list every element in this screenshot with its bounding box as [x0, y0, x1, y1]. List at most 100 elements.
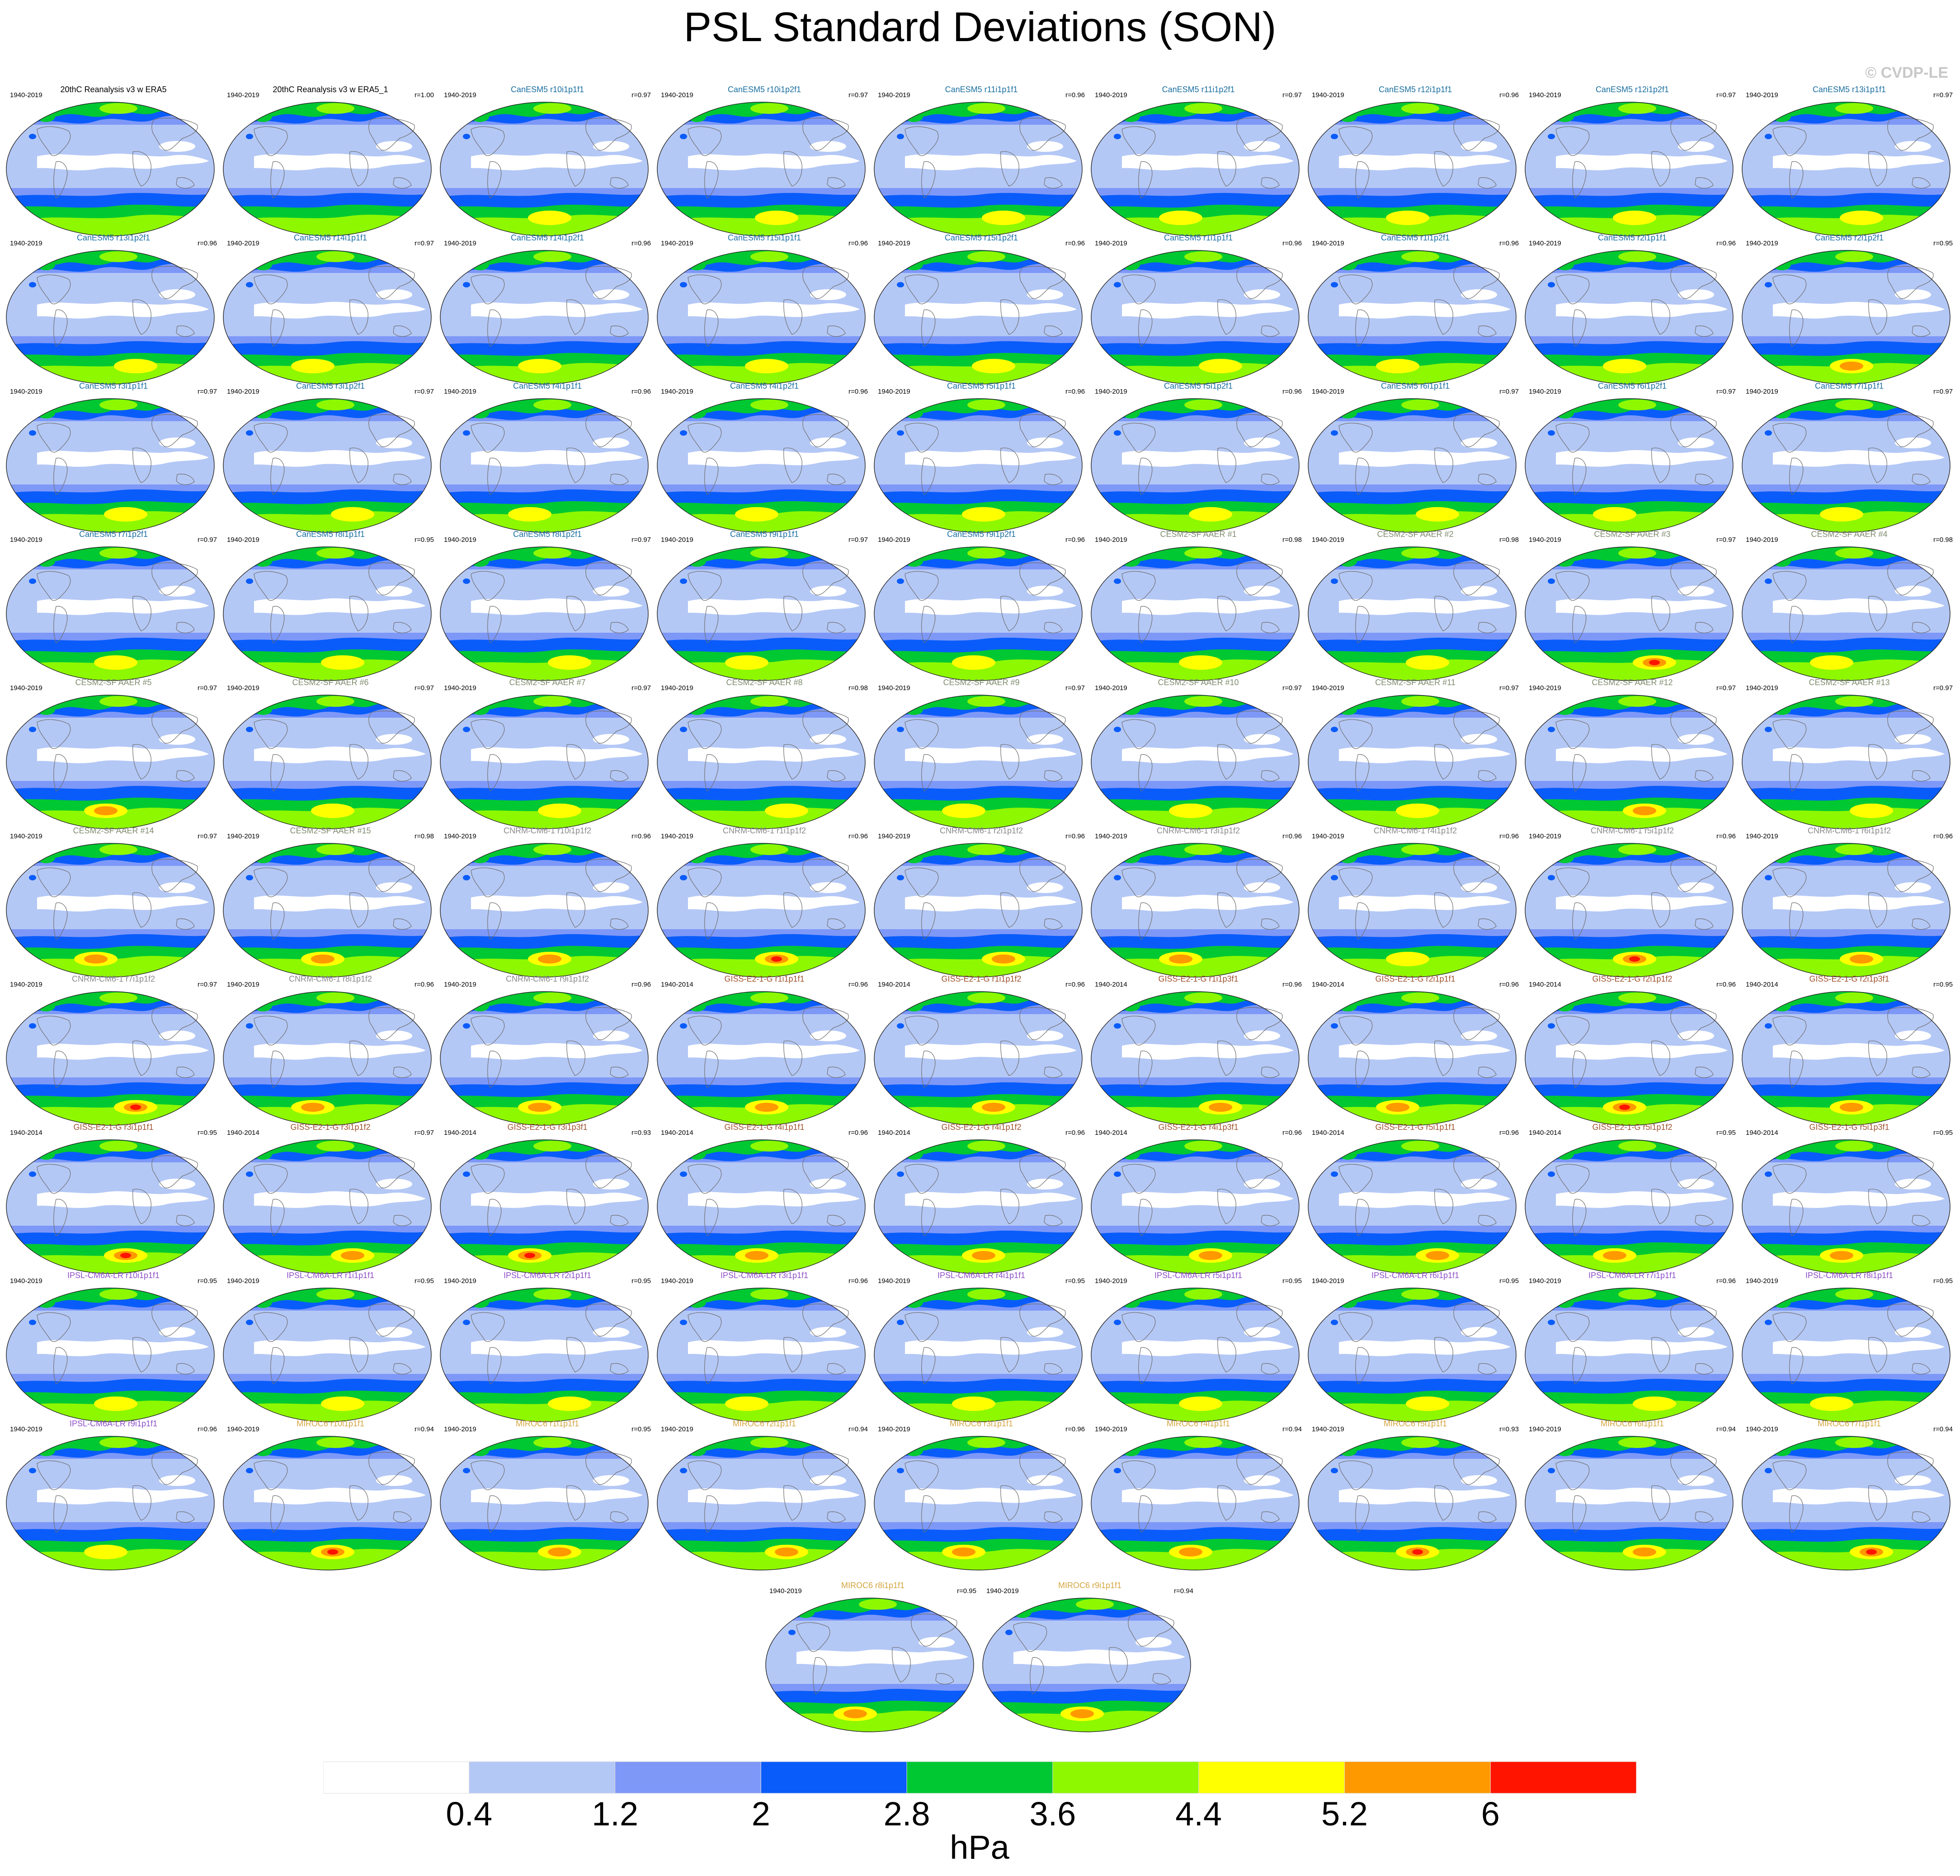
panel-pattern-correlation: r=1.00 — [415, 91, 434, 99]
map-plot — [1091, 695, 1300, 829]
map-panel: CanESM5 r12i1p1f1 1940-2019 r=0.96 — [1307, 85, 1523, 244]
map-plot — [6, 1288, 215, 1422]
panel-years: 1940-2019 — [1312, 536, 1344, 544]
colorbar-box — [906, 1761, 1053, 1794]
colorbar-box — [760, 1761, 907, 1794]
map-border — [6, 546, 215, 681]
coastlines — [688, 1452, 849, 1533]
coastlines — [471, 118, 632, 198]
panel-years: 1940-2019 — [1746, 240, 1778, 247]
map-border — [874, 1288, 1083, 1422]
coastlines — [905, 1303, 1066, 1384]
panel-title: CESM2-SF AAER #5 — [75, 678, 152, 687]
panel-pattern-correlation: r=0.97 — [631, 684, 651, 692]
map-panel: CESM2-SF AAER #11 1940-2019 r=0.97 — [1307, 678, 1523, 837]
map-border — [6, 991, 215, 1126]
map-border — [1525, 250, 1734, 385]
map-border — [1308, 250, 1517, 385]
colorbar-box — [1490, 1761, 1636, 1794]
map-panel: CNRM-CM6-1 r5i1p1f2 1940-2019 r=0.96 — [1524, 826, 1740, 985]
panel-title: CNRM-CM6-1 r8i1p1f2 — [288, 974, 372, 983]
map-plot — [1525, 546, 1734, 681]
colorbar-units: hPa — [950, 1829, 1009, 1866]
map-panel: CESM2-SF AAER #14 1940-2019 r=0.97 — [5, 826, 221, 985]
map-plot — [657, 843, 866, 978]
map-border — [1091, 250, 1300, 385]
map-border — [440, 102, 649, 236]
map-plot — [223, 695, 432, 829]
map-panel: GISS-E2-1-G r5i1p3f1 1940-2014 r=0.95 — [1741, 1123, 1957, 1282]
map-plot — [6, 250, 215, 385]
panel-years: 1940-2019 — [10, 1277, 42, 1285]
panel-years: 1940-2019 — [10, 388, 42, 395]
map-border — [440, 546, 649, 681]
panel-pattern-correlation: r=0.95 — [198, 1129, 217, 1137]
coastlines — [1121, 266, 1283, 347]
map-plot — [874, 546, 1083, 681]
map-border — [223, 1436, 432, 1570]
map-border — [874, 250, 1083, 385]
map-border — [874, 1139, 1083, 1274]
coastlines — [1555, 266, 1717, 347]
panel-pattern-correlation: r=0.96 — [1282, 388, 1302, 395]
panel-title: CanESM5 r2i1p1f1 — [1597, 233, 1667, 242]
map-border — [1308, 398, 1517, 533]
map-panel: GISS-E2-1-G r5i1p1f2 1940-2014 r=0.95 — [1524, 1123, 1740, 1282]
coastlines — [254, 710, 415, 791]
map-plot — [657, 546, 866, 681]
coastlines — [688, 1303, 849, 1384]
panel-pattern-correlation: r=0.95 — [1065, 1277, 1085, 1285]
map-panel: CanESM5 r12i1p2f1 1940-2019 r=0.97 — [1524, 85, 1740, 244]
panel-title: IPSL-CM6A-LR r1i1p1f1 — [286, 1271, 375, 1280]
coastlines — [1338, 1452, 1500, 1533]
panel-title: CESM2-SF AAER #15 — [290, 826, 371, 835]
coastlines — [1772, 414, 1934, 495]
colorbar-box — [615, 1761, 761, 1794]
map-panel: CanESM5 r11i1p2f1 1940-2019 r=0.97 — [1090, 85, 1306, 244]
panel-pattern-correlation: r=0.96 — [1716, 832, 1736, 840]
map-panel: MIROC6 r4i1p1f1 1940-2019 r=0.94 — [1090, 1419, 1306, 1578]
panel-title: CanESM5 r15i1p1f1 — [727, 233, 801, 242]
map-panel: CanESM5 r7i1p2f1 1940-2019 r=0.97 — [5, 530, 221, 689]
panel-pattern-correlation: r=0.98 — [1282, 536, 1302, 544]
map-plot — [1308, 991, 1517, 1126]
map-border — [1742, 250, 1951, 385]
panel-title: CanESM5 r5i1p2f1 — [1164, 381, 1233, 390]
coastlines — [1121, 562, 1283, 643]
map-border — [1525, 546, 1734, 681]
map-plot — [1091, 546, 1300, 681]
map-plot — [1525, 843, 1734, 978]
panel-title: CNRM-CM6-1 r3i1p1f2 — [1156, 826, 1240, 835]
map-border — [223, 398, 432, 533]
map-border — [223, 695, 432, 829]
coastlines — [1772, 1452, 1934, 1533]
coastlines — [1121, 710, 1283, 791]
panel-title: CESM2-SF AAER #1 — [1160, 530, 1237, 539]
coastlines — [688, 1155, 849, 1236]
map-panel: CESM2-SF AAER #3 1940-2019 r=0.97 — [1524, 530, 1740, 689]
map-panel: CanESM5 r10i1p1f1 1940-2019 r=0.97 — [439, 85, 655, 244]
coastlines — [37, 1452, 198, 1533]
panel-title: MIROC6 r8i1p1f1 — [841, 1581, 905, 1590]
map-plot — [1525, 695, 1734, 829]
panel-title: CanESM5 r1i1p1f1 — [1164, 233, 1233, 242]
panel-pattern-correlation: r=0.97 — [1933, 684, 1953, 692]
map-panel: GISS-E2-1-G r3i1p3f1 1940-2014 r=0.93 — [439, 1123, 655, 1282]
panel-title: CESM2-SF AAER #2 — [1377, 530, 1454, 539]
colorbar-tick-label: 6 — [1481, 1795, 1500, 1833]
map-plot — [440, 546, 649, 681]
map-plot — [1742, 546, 1951, 681]
panel-years: 1940-2019 — [1529, 832, 1561, 840]
panel-title: GISS-E2-1-G r3i1p3f1 — [507, 1123, 588, 1132]
panel-title: MIROC6 r4i1p1f1 — [1166, 1419, 1230, 1428]
map-plot — [1525, 102, 1734, 236]
map-plot — [440, 250, 649, 385]
map-panel: GISS-E2-1-G r1i1p3f1 1940-2014 r=0.96 — [1090, 974, 1306, 1133]
psl-std-field — [1091, 695, 1299, 829]
coastlines — [688, 1007, 849, 1088]
map-panel: CESM2-SF AAER #15 1940-2019 r=0.98 — [222, 826, 438, 985]
map-plot — [6, 695, 215, 829]
map-plot — [1091, 1139, 1300, 1274]
map-border — [6, 843, 215, 978]
map-panel: IPSL-CM6A-LR r7i1p1f1 1940-2019 r=0.96 — [1524, 1271, 1740, 1430]
